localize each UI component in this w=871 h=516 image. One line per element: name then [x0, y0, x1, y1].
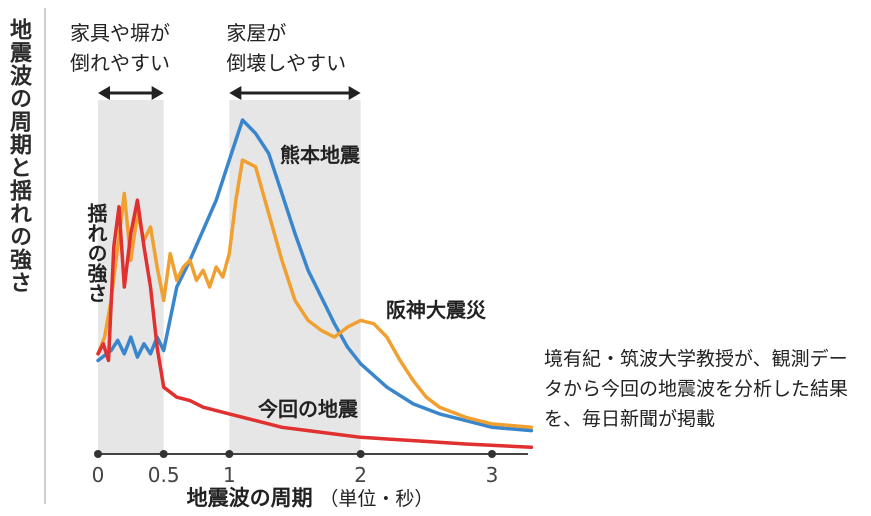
band-label-1-line2: 倒壊しやすい: [226, 51, 346, 75]
series-label-1: 阪神大震災: [386, 298, 487, 322]
y-axis-label: 揺れの強さ: [84, 202, 108, 303]
band-1: [229, 100, 361, 454]
band-label-1-line1: 家屋が: [226, 21, 286, 45]
x-tick-label-1: 0.5: [148, 463, 180, 487]
x-axis: 0 0.5 1 2 3: [92, 450, 528, 487]
band-0: [98, 100, 164, 454]
x-tick-label-0: 0: [92, 463, 105, 487]
title-divider: [44, 8, 46, 504]
band-arrow-1: [229, 86, 361, 100]
x-tick-dot-0: [94, 450, 102, 458]
band-label-0-line2: 倒れやすい: [70, 51, 170, 75]
x-axis-label-main: 地震波の周期: [187, 486, 313, 510]
band-label-0-line1: 家具や塀が: [70, 21, 170, 45]
period-bands: [98, 100, 361, 454]
page-title: 地震波の周期と揺れの強さ: [6, 18, 31, 294]
x-tick-label-2: 1: [223, 463, 236, 487]
source-caption: 境有紀・筑波大学教授が、観測データから今回の地震波を分析した結果を、毎日新聞が掲…: [544, 348, 849, 430]
series-lines: [96, 118, 534, 450]
series-line-0: [96, 118, 534, 433]
series-label-0: 熊本地震: [280, 143, 361, 167]
x-tick-dot-4: [488, 450, 496, 458]
x-tick-dot-2: [225, 450, 234, 458]
x-tick-label-3: 2: [354, 463, 367, 487]
x-tick-dot-1: [159, 450, 168, 458]
band-arrow-0: [98, 86, 164, 100]
x-tick-dot-3: [356, 450, 365, 458]
x-axis-label: 地震波の周期 （単位・秒）: [187, 486, 434, 510]
x-tick-label-4: 3: [486, 463, 499, 487]
series-line-2: [96, 198, 534, 450]
x-axis-label-unit: （単位・秒）: [319, 488, 433, 510]
series-label-2: 今回の地震: [258, 397, 359, 421]
